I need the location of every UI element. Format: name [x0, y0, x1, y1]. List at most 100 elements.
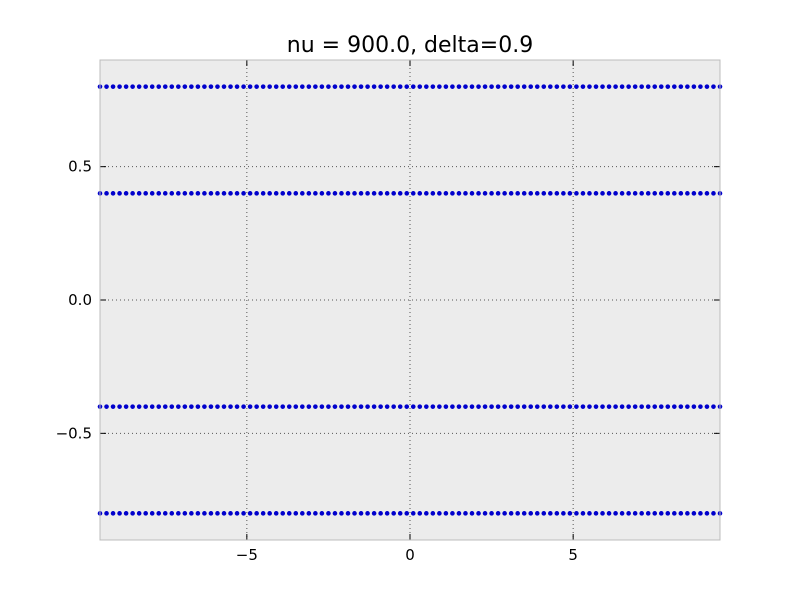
data-point [391, 191, 396, 196]
data-point [143, 191, 148, 196]
data-point [574, 404, 579, 409]
data-point [489, 511, 494, 516]
data-point [254, 191, 259, 196]
data-point [273, 84, 279, 89]
data-point [456, 84, 462, 89]
data-point [306, 84, 312, 89]
data-point [476, 404, 481, 409]
data-point [652, 191, 658, 196]
data-point [645, 404, 651, 409]
x-tick-label: −5 [236, 546, 258, 564]
data-point [645, 84, 651, 89]
data-point [580, 84, 586, 89]
data-point [424, 404, 429, 409]
data-point [619, 511, 625, 516]
data-point [378, 191, 383, 196]
data-point [300, 511, 305, 516]
data-point [691, 404, 697, 409]
data-point [332, 191, 338, 196]
data-point [176, 191, 181, 196]
data-point [365, 404, 370, 409]
x-tick-label: 5 [568, 546, 578, 564]
data-point [534, 191, 540, 196]
data-point [450, 191, 455, 196]
data-point [221, 84, 227, 89]
data-point [521, 191, 527, 196]
data-point [567, 404, 573, 409]
data-point [384, 404, 390, 409]
data-point [104, 191, 109, 196]
data-point [410, 84, 416, 89]
y-tick-label: −0.5 [56, 424, 92, 442]
data-point [176, 404, 181, 409]
data-point [149, 404, 155, 409]
data-point [632, 511, 638, 516]
data-point [319, 191, 325, 196]
data-point [306, 404, 312, 409]
data-point [202, 84, 207, 89]
data-point [136, 511, 142, 516]
data-point [104, 511, 109, 516]
data-point [300, 404, 305, 409]
data-point [169, 84, 175, 89]
data-point [176, 84, 181, 89]
data-point [149, 84, 155, 89]
data-point [711, 191, 716, 196]
data-point [685, 191, 690, 196]
data-point [286, 511, 292, 516]
data-point [123, 511, 129, 516]
data-point [228, 84, 233, 89]
data-point [639, 84, 644, 89]
data-point [326, 511, 331, 516]
data-point [515, 84, 520, 89]
data-point [554, 84, 560, 89]
data-point [208, 404, 214, 409]
data-point [606, 191, 612, 196]
data-point [704, 404, 710, 409]
data-point [534, 404, 540, 409]
data-point [162, 84, 168, 89]
data-point [502, 191, 507, 196]
data-point [417, 404, 423, 409]
data-point [260, 404, 266, 409]
data-point [221, 511, 227, 516]
data-point [267, 511, 272, 516]
data-point [117, 191, 122, 196]
data-point [162, 191, 168, 196]
data-point [371, 404, 377, 409]
data-point [286, 191, 292, 196]
data-point [613, 191, 618, 196]
data-point [469, 191, 475, 196]
data-point [280, 191, 286, 196]
data-point [345, 84, 351, 89]
data-point [619, 191, 625, 196]
data-point [658, 84, 664, 89]
data-point [711, 511, 716, 516]
data-point [528, 404, 534, 409]
data-point [280, 404, 286, 409]
data-point [548, 404, 553, 409]
data-point [665, 511, 671, 516]
data-point [241, 511, 246, 516]
data-point [156, 84, 162, 89]
data-point [652, 404, 658, 409]
data-point [593, 511, 599, 516]
data-point [384, 84, 390, 89]
data-point [228, 191, 233, 196]
data-point [658, 191, 664, 196]
x-tick-label: 0 [405, 546, 415, 564]
data-point [672, 191, 677, 196]
data-point [136, 404, 142, 409]
data-point [515, 404, 520, 409]
data-point [443, 191, 449, 196]
data-point [267, 84, 272, 89]
data-point [665, 404, 671, 409]
data-point [463, 84, 468, 89]
data-point [130, 84, 135, 89]
data-point [169, 404, 175, 409]
data-point [548, 191, 553, 196]
data-point [665, 191, 671, 196]
data-point [130, 191, 135, 196]
data-point [156, 511, 162, 516]
